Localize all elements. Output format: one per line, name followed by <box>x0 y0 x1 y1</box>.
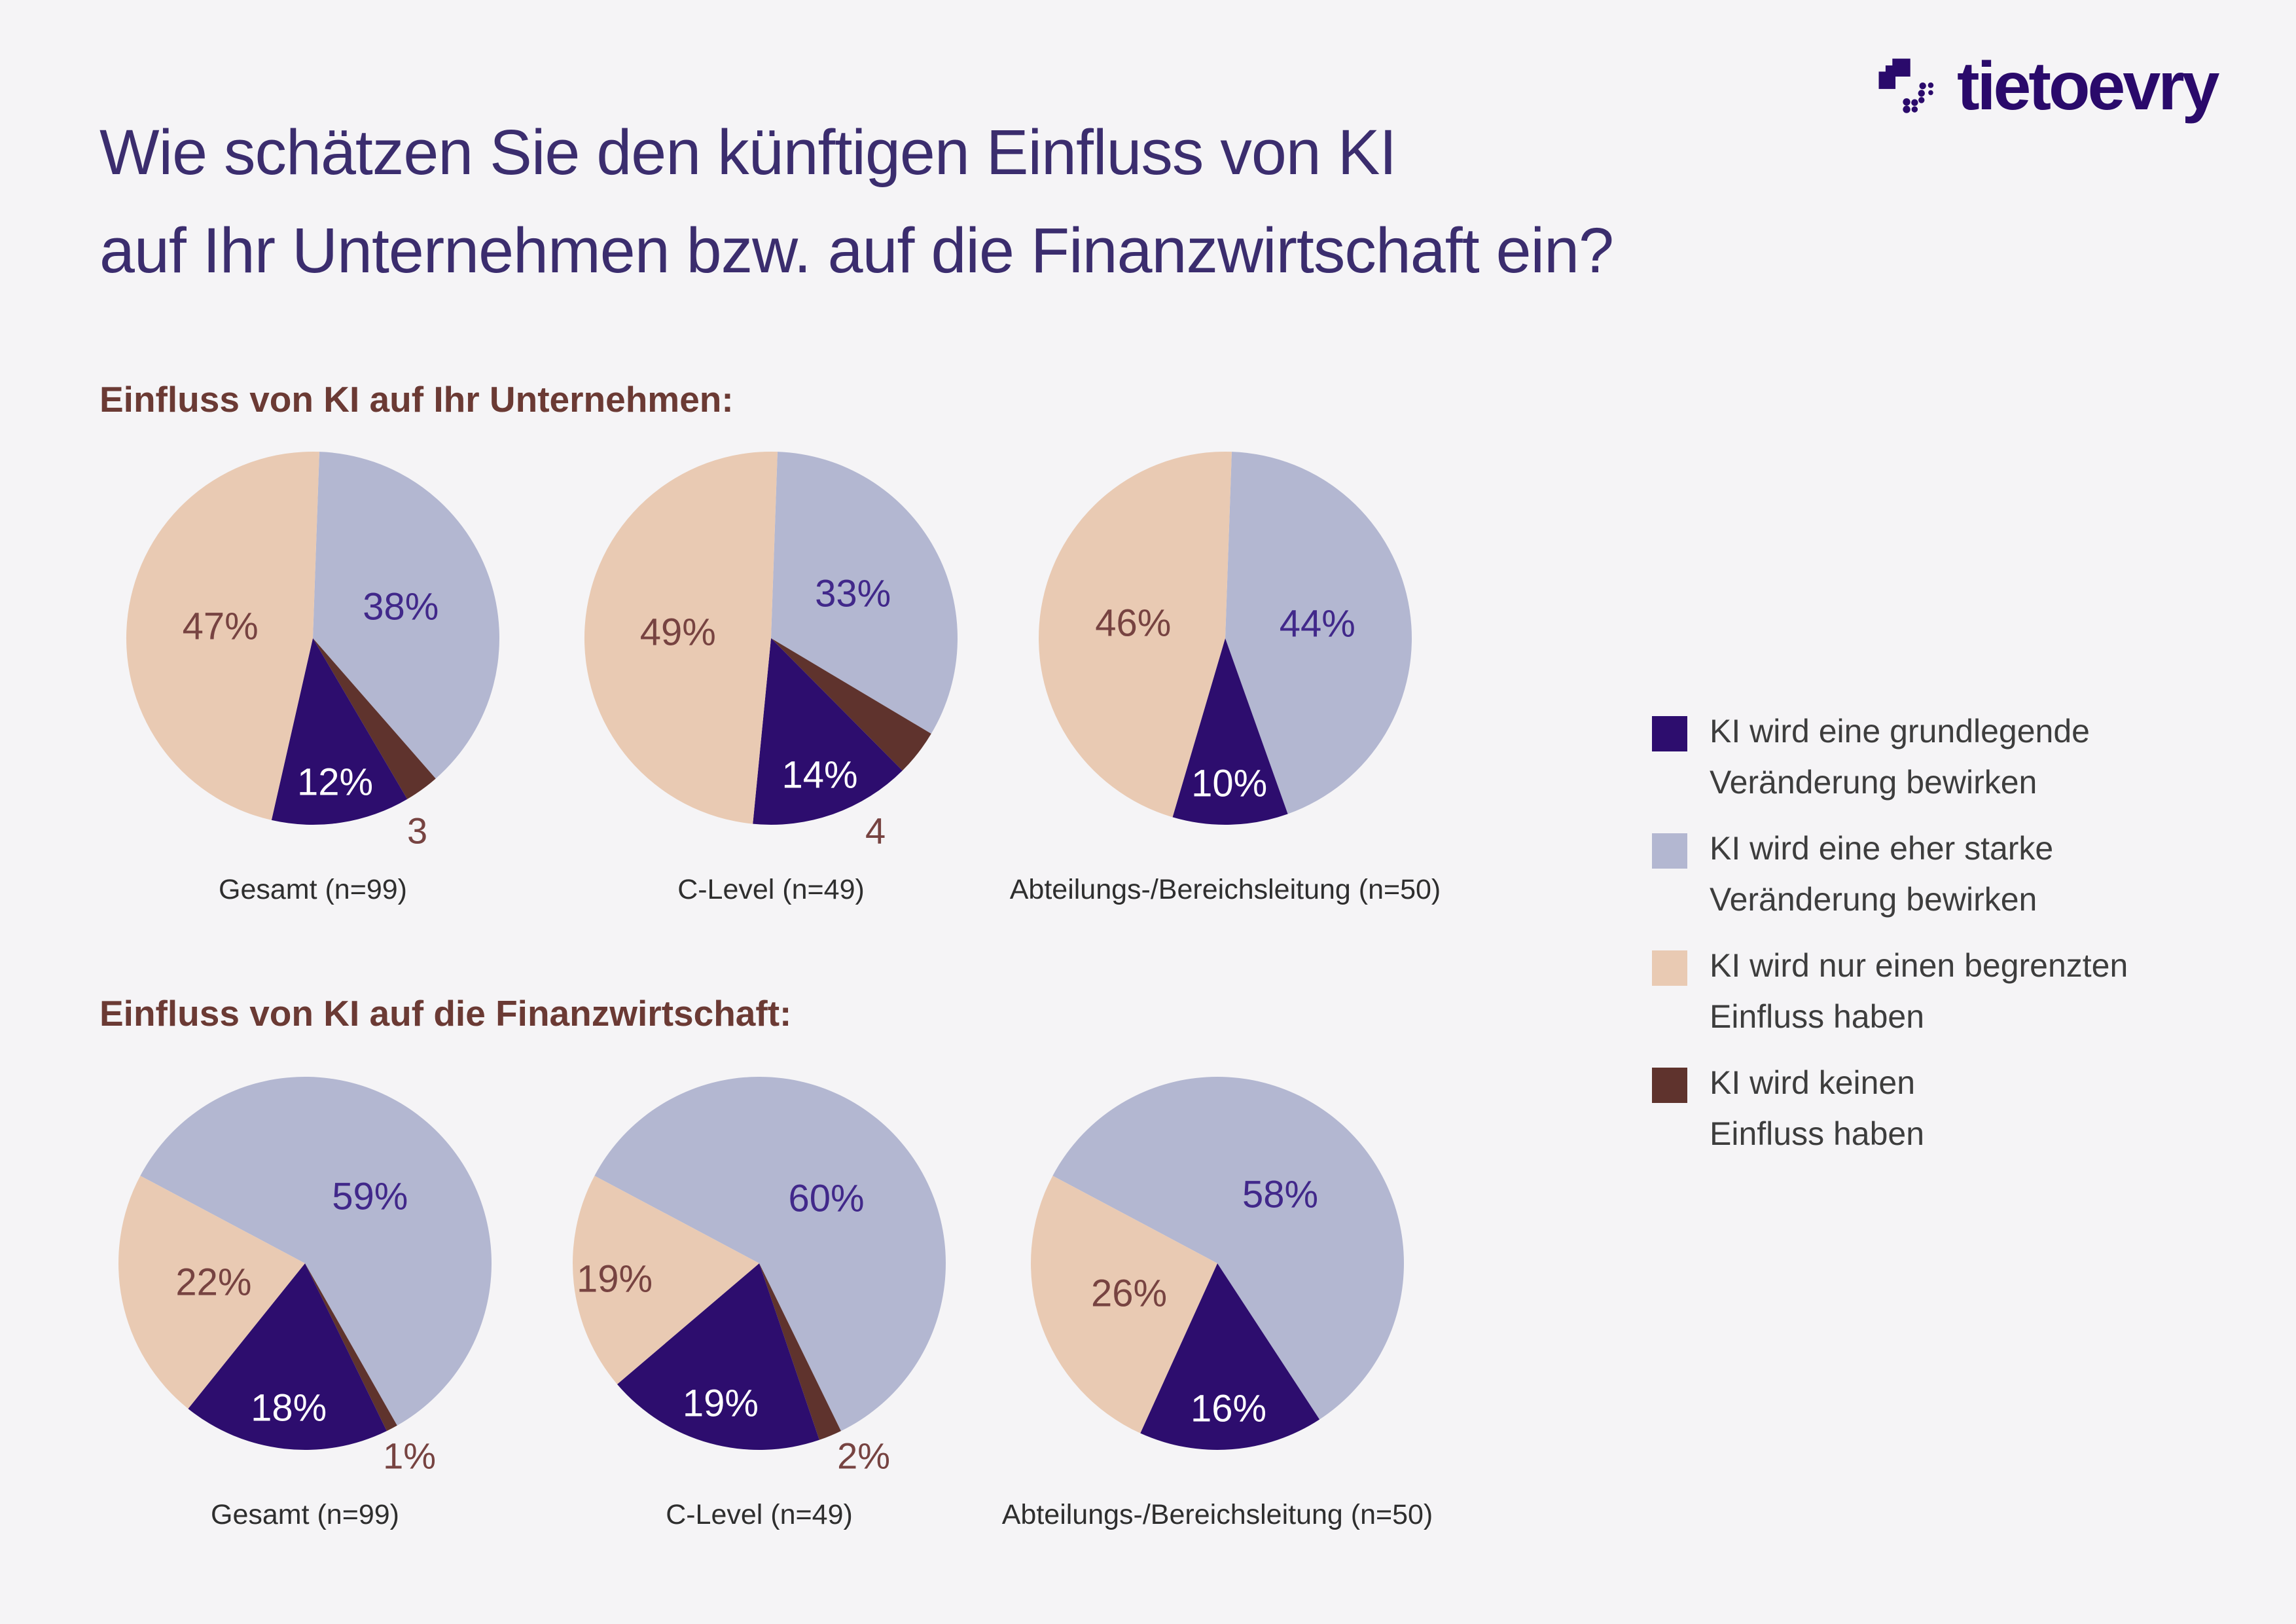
pie-slice-begrenzt <box>573 1176 759 1384</box>
pie-slice-grundlegende <box>188 1263 387 1451</box>
legend-item-begrenzt: KI wird nur einen begrenzten Einfluss hab… <box>1652 940 2128 1042</box>
pie-caption: C-Level (n=49) <box>666 1499 853 1530</box>
slice-label-begrenzt: 26% <box>1091 1272 1168 1315</box>
slice-label-keinen: 1% <box>383 1435 437 1477</box>
pie-svg <box>126 451 500 825</box>
pie-chart-finanzwirtschaft-2: 60% 2% 19% 19% C-Level (n=49) <box>530 1054 988 1551</box>
pie-chart-finanzwirtschaft-1: 59% 1% 18% 22% Gesamt (n=99) <box>76 1054 534 1551</box>
slice-label-grundlegende: 12% <box>296 761 374 804</box>
pie-chart-unternehmen-3: 44% 10% 46% Abteilungs-/Bereichsleitung (n=… <box>996 429 1454 926</box>
legend-label-keinen: KI wird keinen Einfluss haben <box>1710 1064 1925 1152</box>
legend-label-grundlegende: KI wird eine grundlegende Veränderung bew… <box>1710 713 2090 801</box>
pie-slice-begrenzt <box>1038 451 1232 818</box>
pie-slice-keinen <box>313 638 436 799</box>
legend-label-begrenzt: KI wird nur einen begrenzten Einfluss hab… <box>1710 947 2128 1035</box>
pie-caption: Gesamt (n=99) <box>219 874 407 905</box>
legend-label-starke: KI wird eine eher starke Veränderung bewi… <box>1710 830 2054 918</box>
slice-label-grundlegende: 14% <box>781 753 858 797</box>
pie-slice-grundlegende <box>753 638 903 825</box>
slice-label-grundlegende: 16% <box>1191 1387 1267 1430</box>
pie-slice-grundlegende <box>617 1263 819 1451</box>
slice-label-keinen: 4 <box>865 810 886 852</box>
tietoevry-logo-icon <box>1878 58 1934 113</box>
pie-svg <box>118 1077 492 1451</box>
slice-label-starke: 58% <box>1242 1173 1319 1216</box>
slice-label-keinen: 2% <box>837 1435 891 1477</box>
pie-slice-starke <box>771 452 958 734</box>
pie-caption: C-Level (n=49) <box>677 874 865 905</box>
legend-swatch-keinen <box>1652 1068 1687 1103</box>
legend-item-keinen: KI wird keinen Einfluss haben <box>1652 1057 1924 1159</box>
legend-swatch-starke <box>1652 833 1687 869</box>
page-title: Wie schätzen Sie den künftigen Einfluss … <box>99 103 1614 300</box>
pie-caption: Abteilungs-/Bereichsleitung (n=50) <box>1001 1499 1433 1530</box>
legend-swatch-grundlegende <box>1652 716 1687 751</box>
tietoevry-logo: tietoevry <box>1873 48 2220 124</box>
pie-slice-starke <box>1225 452 1412 814</box>
slice-label-begrenzt: 22% <box>175 1261 252 1304</box>
slice-label-begrenzt: 47% <box>182 605 259 648</box>
section-heading-finanzwirtschaft: Einfluss von KI auf die Finanzwirtschaft… <box>99 993 792 1034</box>
slice-label-begrenzt: 46% <box>1095 602 1172 645</box>
tietoevry-wordmark: tietoevry <box>1957 48 2220 124</box>
slice-label-starke: 38% <box>363 585 439 628</box>
pie-svg <box>584 451 958 825</box>
pie-caption: Gesamt (n=99) <box>211 1499 399 1530</box>
legend-item-starke: KI wird eine eher starke Veränderung bewi… <box>1652 823 2053 925</box>
pie-svg <box>1038 451 1412 825</box>
legend-item-grundlegende: KI wird eine grundlegende Veränderung bew… <box>1652 706 2090 808</box>
pie-slice-grundlegende <box>1172 638 1288 825</box>
slice-label-starke: 60% <box>788 1177 865 1220</box>
pie-slice-grundlegende <box>1140 1263 1320 1450</box>
page-title-line2: auf Ihr Unternehmen bzw. auf die Finanzw… <box>99 215 1614 287</box>
slice-label-starke: 33% <box>815 572 891 615</box>
pie-svg <box>1031 1077 1404 1450</box>
section-heading-unternehmen: Einfluss von KI auf Ihr Unternehmen: <box>99 379 734 420</box>
pie-caption: Abteilungs-/Bereichsleitung (n=50) <box>1009 874 1441 905</box>
pie-svg <box>573 1077 946 1451</box>
legend: KI wird eine grundlegende Veränderung bew… <box>1652 706 2254 1190</box>
pie-slice-grundlegende <box>271 638 408 825</box>
pie-slice-starke <box>1052 1077 1404 1420</box>
pie-chart-finanzwirtschaft-3: 58% 16% 26% Abteilungs-/Bereichsleitung (n=… <box>988 1054 1446 1551</box>
page-title-line1: Wie schätzen Sie den künftigen Einfluss … <box>99 117 1397 188</box>
pie-slice-keinen <box>759 1263 841 1440</box>
pie-chart-unternehmen-1: 38% 3 12% 47% Gesamt (n=99) <box>84 429 542 926</box>
slice-label-starke: 44% <box>1279 602 1355 645</box>
pie-slice-starke <box>140 1077 492 1426</box>
pie-slice-begrenzt <box>1031 1176 1217 1434</box>
slice-label-starke: 59% <box>332 1175 408 1218</box>
pie-slice-begrenzt <box>126 451 319 820</box>
slice-label-grundlegende: 10% <box>1191 762 1268 805</box>
slice-label-begrenzt: 19% <box>576 1257 653 1301</box>
pie-slice-starke <box>594 1077 946 1432</box>
pie-slice-keinen <box>771 638 931 771</box>
slice-label-begrenzt: 49% <box>639 611 716 654</box>
slice-label-keinen: 3 <box>407 810 428 852</box>
pie-slice-starke <box>313 452 500 779</box>
pie-slice-begrenzt <box>584 451 778 824</box>
legend-swatch-begrenzt <box>1652 950 1687 986</box>
slice-label-grundlegende: 19% <box>682 1382 759 1425</box>
pie-slice-begrenzt <box>118 1176 305 1409</box>
pie-slice-keinen <box>305 1263 397 1432</box>
slice-label-grundlegende: 18% <box>251 1386 327 1430</box>
pie-chart-unternehmen-2: 33% 4 14% 49% C-Level (n=49) <box>542 429 1000 926</box>
